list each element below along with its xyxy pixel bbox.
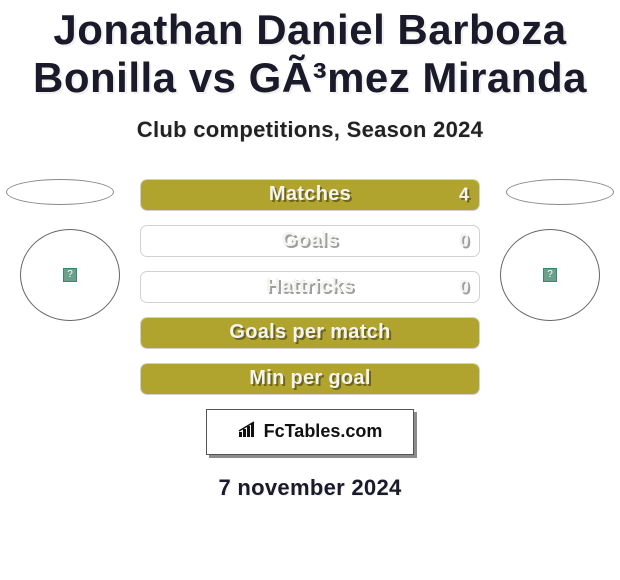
logo-text: FcTables.com — [264, 421, 383, 442]
stat-label: Goals — [281, 229, 338, 252]
stat-bar: Goals 0 — [140, 225, 480, 257]
flag-right-placeholder — [506, 179, 614, 205]
stat-bar: Min per goal — [140, 363, 480, 395]
comparison-area: ? ? Matches 4 Goals 0 Hattricks 0 Goals per ma… — [0, 179, 620, 501]
chart-icon — [238, 420, 260, 443]
stat-label: Matches — [269, 183, 351, 206]
date-label: 7 november 2024 — [0, 475, 620, 501]
stat-label: Hattricks — [266, 275, 354, 298]
stat-value-right: 0 — [459, 276, 469, 297]
player-left-avatar: ? — [20, 229, 120, 321]
stat-label: Goals per match — [229, 321, 390, 344]
stat-bar: Goals per match — [140, 317, 480, 349]
logo-box: FcTables.com — [206, 409, 414, 455]
stat-value-right: 4 — [459, 184, 469, 205]
placeholder-icon: ? — [63, 268, 77, 282]
page-title: Jonathan Daniel Barboza Bonilla vs GÃ³me… — [0, 0, 620, 103]
stat-label: Min per goal — [249, 367, 370, 390]
placeholder-icon: ? — [543, 268, 557, 282]
stat-bars: Matches 4 Goals 0 Hattricks 0 Goals per match M… — [140, 179, 480, 395]
stat-value-right: 0 — [459, 230, 469, 251]
page-subtitle: Club competitions, Season 2024 — [0, 117, 620, 143]
player-right-avatar: ? — [500, 229, 600, 321]
stat-bar: Hattricks 0 — [140, 271, 480, 303]
stat-bar: Matches 4 — [140, 179, 480, 211]
flag-left-placeholder — [6, 179, 114, 205]
